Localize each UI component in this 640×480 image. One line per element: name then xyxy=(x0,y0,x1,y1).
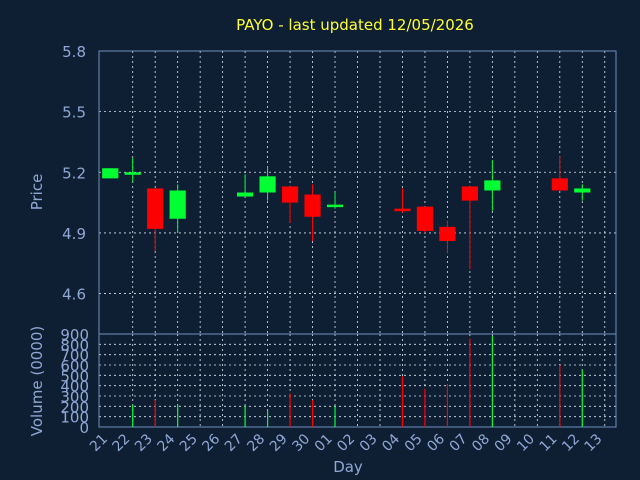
x-tick-label: 05 xyxy=(402,431,426,455)
volume-y-tick-label: 400 xyxy=(60,378,89,396)
x-tick-label: 27 xyxy=(222,431,246,455)
x-tick-labels: 2122232425262728293001020304050607080910… xyxy=(87,431,605,455)
x-tick-label: 01 xyxy=(312,431,336,455)
x-tick-label: 10 xyxy=(514,431,538,455)
candle xyxy=(416,206,434,233)
price-axis-label: Price xyxy=(28,174,46,211)
volume-axis-label: Volume (0000) xyxy=(28,326,46,436)
x-tick-label: 08 xyxy=(469,431,493,455)
x-tick-label: 12 xyxy=(559,431,583,455)
x-tick-label: 30 xyxy=(289,431,313,455)
x-tick-label: 09 xyxy=(492,431,516,455)
x-tick-label: 28 xyxy=(244,431,268,455)
candle-body xyxy=(326,204,344,208)
x-tick-label: 24 xyxy=(154,431,178,455)
candle xyxy=(281,186,299,223)
candle xyxy=(304,184,321,242)
candle-body xyxy=(551,178,568,191)
x-tick-label: 25 xyxy=(177,431,201,455)
price-y-tick-label: 4.6 xyxy=(62,286,86,304)
x-tick-label: 26 xyxy=(199,431,223,455)
candle xyxy=(551,156,568,191)
candle xyxy=(394,188,411,213)
candle-body xyxy=(281,186,299,203)
candle-body xyxy=(394,208,411,212)
price-y-tick-label: 5.2 xyxy=(62,164,86,182)
volume-y-tick-label: 100 xyxy=(60,409,89,427)
candle-body xyxy=(439,226,456,242)
x-tick-label: 07 xyxy=(447,431,471,455)
volume-y-tick-label: 300 xyxy=(60,388,89,406)
candle xyxy=(259,166,276,201)
x-tick-label: 04 xyxy=(379,431,403,455)
candle-body xyxy=(304,194,321,217)
candle xyxy=(574,184,591,201)
volume-y-tick-label: 700 xyxy=(60,347,89,365)
volume-y-tick-label: 800 xyxy=(60,336,89,354)
volume-y-tick-label: 900 xyxy=(60,326,89,344)
x-tick-label: 21 xyxy=(87,431,111,455)
x-tick-label: 02 xyxy=(334,431,358,455)
candle-body xyxy=(147,188,164,229)
candle-body xyxy=(574,188,591,193)
x-tick-label: 29 xyxy=(267,431,291,455)
volume-y-tick-label: 600 xyxy=(60,357,89,375)
candle-body xyxy=(169,190,186,219)
x-tick-label: 22 xyxy=(110,431,134,455)
candle-body xyxy=(124,172,141,175)
x-tick-label: 13 xyxy=(582,431,606,455)
volume-y-tick-label: 200 xyxy=(60,398,89,416)
volume-panel-frame xyxy=(98,333,617,428)
candle xyxy=(326,192,344,209)
x-tick-label: 06 xyxy=(424,431,448,455)
candle xyxy=(461,186,478,270)
x-axis-label: Day xyxy=(333,458,363,476)
candlesticks xyxy=(102,156,591,270)
candle-body xyxy=(416,206,434,231)
volume-bars xyxy=(132,336,583,427)
candle xyxy=(102,168,119,179)
candle-body xyxy=(259,176,276,193)
candle xyxy=(147,188,164,252)
candle-body xyxy=(461,186,478,201)
price-y-tick-label: 5.8 xyxy=(62,43,86,61)
x-tick-label: 03 xyxy=(357,431,381,455)
candle xyxy=(484,160,501,211)
candle-body xyxy=(484,180,501,191)
candle xyxy=(124,158,141,183)
candle-body xyxy=(237,192,254,197)
candle xyxy=(169,184,186,233)
x-tick-label: 23 xyxy=(132,431,156,455)
candle-body xyxy=(102,168,119,179)
volume-y-tick-label: 0 xyxy=(79,419,89,437)
price-y-tick-label: 5.5 xyxy=(62,104,86,122)
candle xyxy=(439,220,456,254)
chart-title: PAYO - last updated 12/05/2026 xyxy=(236,16,474,34)
candle xyxy=(237,174,254,197)
price-y-tick-labels: 4.6 4.9 5.2 5.5 5.8 xyxy=(62,43,86,304)
volume-y-tick-label: 500 xyxy=(60,367,89,385)
x-tick-label: 11 xyxy=(537,431,561,455)
volume-gridlines xyxy=(99,333,616,428)
price-y-tick-label: 4.9 xyxy=(62,225,86,243)
